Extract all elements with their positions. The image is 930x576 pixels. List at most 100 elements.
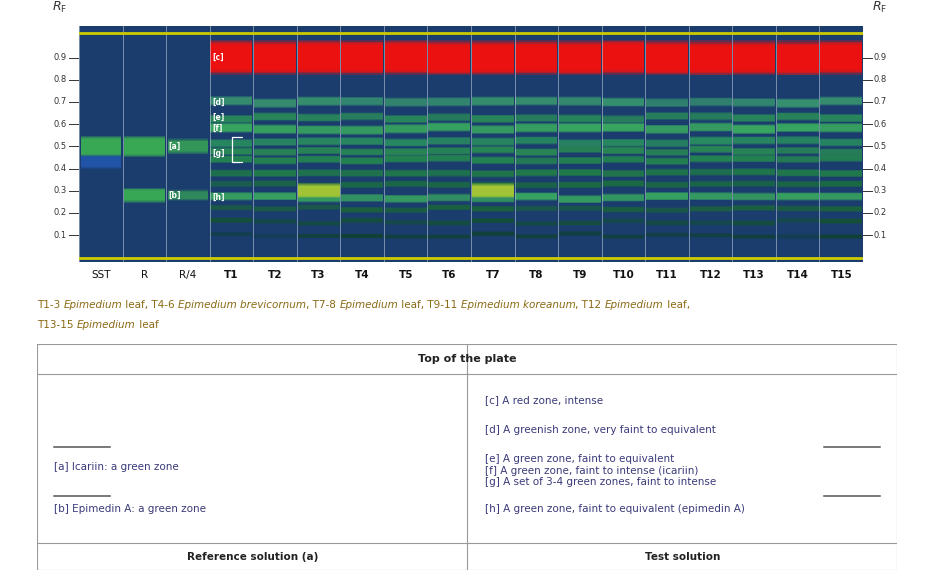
Bar xyxy=(820,192,862,200)
Bar xyxy=(210,218,252,222)
Bar xyxy=(429,123,471,131)
Bar xyxy=(298,115,339,120)
Bar xyxy=(777,113,818,120)
Text: T3: T3 xyxy=(312,270,326,280)
Bar xyxy=(646,149,688,156)
Bar xyxy=(210,149,252,154)
Bar xyxy=(559,183,601,187)
Bar xyxy=(385,234,427,239)
Bar xyxy=(472,170,513,177)
Bar xyxy=(385,195,427,203)
Bar xyxy=(820,234,862,238)
Bar xyxy=(298,234,339,238)
Bar xyxy=(341,137,383,145)
Bar xyxy=(385,209,427,212)
Bar xyxy=(341,47,383,68)
Bar xyxy=(559,196,601,202)
Bar xyxy=(646,149,688,156)
Bar xyxy=(472,125,513,134)
Bar xyxy=(472,183,513,187)
Bar xyxy=(777,206,818,211)
Bar xyxy=(210,192,252,200)
Bar xyxy=(820,96,862,106)
Bar xyxy=(298,115,339,120)
Bar xyxy=(646,169,688,176)
Bar xyxy=(429,194,471,202)
Bar xyxy=(472,127,513,132)
Bar xyxy=(472,126,513,134)
Bar xyxy=(646,139,688,147)
Bar xyxy=(210,124,252,131)
Bar xyxy=(472,186,513,195)
Bar xyxy=(210,124,252,131)
Bar xyxy=(298,195,339,202)
Bar xyxy=(167,141,208,152)
Bar xyxy=(820,155,862,161)
Bar xyxy=(690,206,732,211)
Bar xyxy=(341,207,383,213)
Bar xyxy=(559,42,601,73)
Bar xyxy=(777,218,818,222)
Bar xyxy=(298,204,339,210)
Bar xyxy=(820,43,862,71)
Bar xyxy=(820,193,862,200)
Bar xyxy=(429,113,471,122)
Text: [c]: [c] xyxy=(212,53,224,62)
Bar xyxy=(690,146,732,152)
Bar xyxy=(690,233,732,237)
Bar xyxy=(733,194,775,200)
Bar xyxy=(254,42,296,73)
Bar xyxy=(472,138,513,145)
Bar xyxy=(515,124,557,132)
Bar xyxy=(690,168,732,176)
Bar xyxy=(472,116,513,122)
Bar xyxy=(515,221,557,226)
Bar xyxy=(472,43,513,74)
Bar xyxy=(733,124,775,134)
Bar xyxy=(472,185,513,196)
Bar xyxy=(341,98,383,104)
Bar xyxy=(210,218,252,223)
Bar xyxy=(603,116,644,123)
Bar xyxy=(210,169,252,177)
Bar xyxy=(690,47,732,68)
Bar xyxy=(472,146,513,153)
Bar xyxy=(472,158,513,162)
Bar xyxy=(385,116,427,122)
Bar xyxy=(820,154,862,162)
Bar xyxy=(254,219,296,223)
Bar xyxy=(559,50,601,69)
Bar xyxy=(777,169,818,177)
Bar xyxy=(385,139,427,146)
Bar xyxy=(820,148,862,156)
Bar xyxy=(298,195,339,202)
Bar xyxy=(515,158,557,164)
Bar xyxy=(210,47,252,68)
Bar xyxy=(777,123,818,132)
Bar xyxy=(472,97,513,105)
Bar xyxy=(820,139,862,146)
Bar xyxy=(341,208,383,212)
Bar xyxy=(559,220,601,226)
Bar xyxy=(733,46,775,71)
Bar xyxy=(559,205,601,211)
Bar xyxy=(341,157,383,165)
Bar xyxy=(559,196,601,203)
Bar xyxy=(298,46,339,70)
Bar xyxy=(646,112,688,120)
Bar xyxy=(690,137,732,145)
Bar xyxy=(298,127,339,133)
Bar xyxy=(603,40,644,71)
Bar xyxy=(429,170,471,176)
Bar xyxy=(515,169,557,176)
Bar xyxy=(341,113,383,119)
Bar xyxy=(690,98,732,106)
Bar xyxy=(341,42,383,73)
Bar xyxy=(341,149,383,155)
Bar xyxy=(646,232,688,237)
Bar xyxy=(603,147,644,154)
Bar xyxy=(385,149,427,156)
Text: T13-15: T13-15 xyxy=(37,320,77,330)
Bar xyxy=(254,181,296,186)
Bar xyxy=(733,221,775,225)
